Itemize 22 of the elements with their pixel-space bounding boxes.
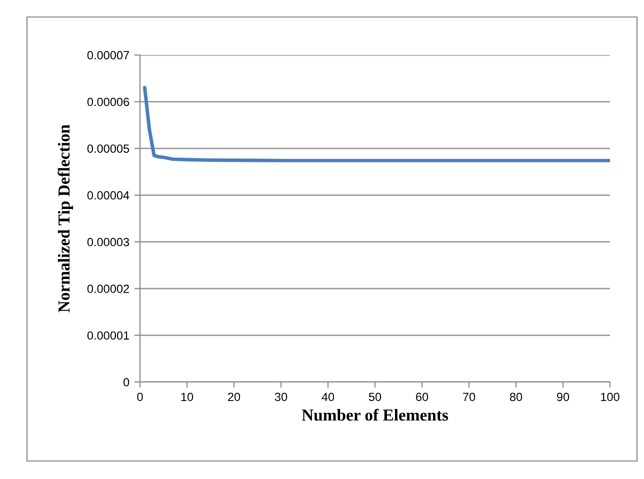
x-tick-label: 20 [228,392,240,402]
y-tick-label: 0.00003 [87,238,130,246]
x-tick-label: 80 [510,392,522,402]
y-tick-label: 0.00007 [87,51,129,60]
y-tick-label: 0.00006 [87,98,130,106]
line-series [142,86,610,162]
x-tick-label: 30 [274,392,288,402]
y-tick-label: 0.00004 [87,191,130,200]
y-tick-label: 0.00005 [87,144,130,153]
y-axis-title: Normalized Tip Deflection [58,124,74,312]
y-tick-label: 0 [123,378,130,386]
x-tick-label: 90 [556,392,570,402]
x-tick-label: 0 [137,392,143,402]
y-tick-label: 0.00002 [87,284,129,293]
x-tick-label: 10 [181,392,194,402]
x-axis-title: Number of Elements [302,408,448,421]
x-tick-label: 100 [601,392,620,402]
x-tick-label: 60 [416,392,428,402]
x-tick-label: 70 [463,392,476,402]
x-tick-label: 40 [322,392,334,402]
y-tick-label: 0.00001 [87,331,130,340]
x-tick-label: 50 [368,392,382,402]
